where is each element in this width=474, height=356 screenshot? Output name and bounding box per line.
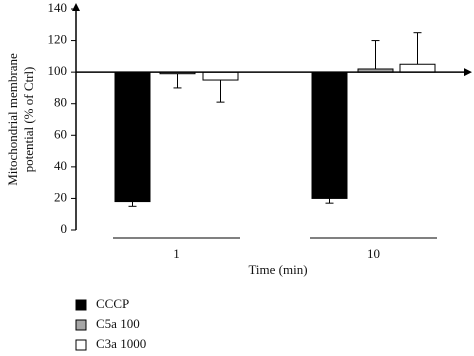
x-tick-label: 10 — [367, 246, 380, 261]
legend-label: CCCP — [96, 296, 129, 311]
legend-swatch — [75, 319, 87, 331]
y-tick-label: 120 — [48, 32, 68, 47]
legend-swatch — [75, 339, 87, 351]
y-tick-label: 20 — [54, 189, 67, 204]
y-tick-label: 140 — [48, 0, 68, 15]
x-tick-label: 1 — [173, 246, 180, 261]
x-axis-arrow — [464, 68, 472, 77]
legend-label: C5a 100 — [96, 316, 140, 331]
bar — [202, 71, 239, 81]
legend-swatch — [75, 299, 87, 311]
y-tick-label: 40 — [54, 158, 67, 173]
y-tick-label: 80 — [54, 95, 67, 110]
x-axis-label: Time (min) — [248, 262, 307, 277]
y-axis-label: Mitochondrial membrane — [5, 53, 20, 186]
bar — [114, 71, 151, 203]
y-axis-arrow — [72, 3, 80, 11]
y-tick-label: 100 — [48, 63, 68, 78]
bar — [399, 63, 436, 73]
legend-label: C3a 1000 — [96, 336, 146, 351]
y-axis-label: potential (% of Ctrl) — [21, 67, 36, 173]
y-tick-label: 0 — [61, 221, 68, 236]
bar — [311, 71, 348, 199]
y-tick-label: 60 — [54, 126, 67, 141]
